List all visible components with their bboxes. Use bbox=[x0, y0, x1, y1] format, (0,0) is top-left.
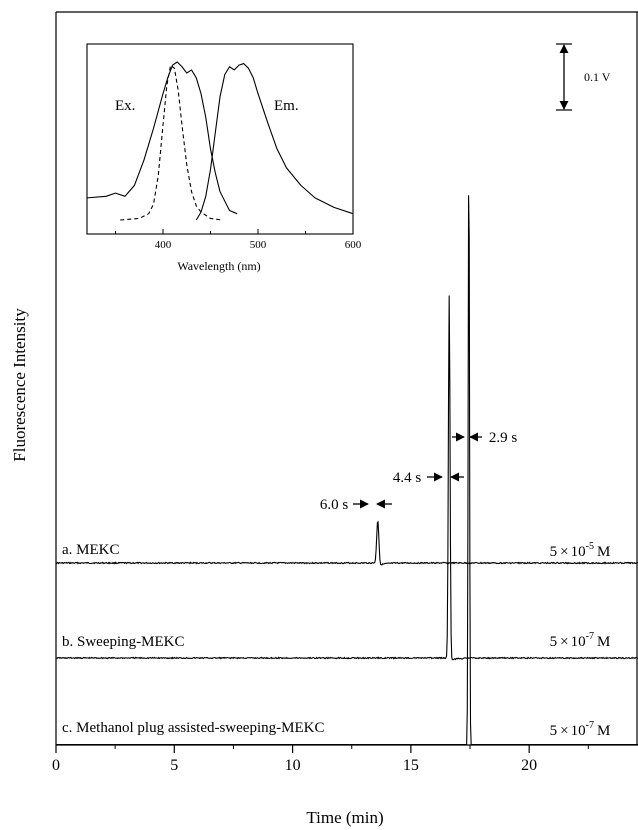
y-axis-label: Fluorescence Intensity bbox=[10, 308, 29, 462]
trace-b bbox=[55, 295, 638, 661]
x-axis-label: Time (min) bbox=[306, 808, 383, 827]
concentration-c: 5 × 10-7 M bbox=[550, 720, 611, 739]
inset-curve-ex-dashed bbox=[120, 64, 222, 221]
x-tick-label: 15 bbox=[403, 757, 419, 774]
x-tick-label: 0 bbox=[52, 757, 60, 774]
main-plot-frame bbox=[55, 11, 638, 745]
inset-x-tick-label: 600 bbox=[345, 239, 362, 251]
trace-b-label: b. Sweeping-MEKC bbox=[62, 634, 185, 650]
inset-x-axis-label: Wavelength (nm) bbox=[177, 259, 260, 273]
peak-width-b-label: 4.4 s bbox=[393, 470, 422, 486]
concentration-a: 5 × 10-5 M bbox=[550, 541, 611, 560]
inset-series-ex-label: Ex. bbox=[115, 98, 135, 114]
trace-labels: a. MEKC b. Sweeping-MEKC c. Methanol plu… bbox=[62, 542, 324, 736]
main-x-axis: 0 5 10 15 20 Time (min) bbox=[52, 744, 638, 827]
inset-curve-em bbox=[195, 63, 354, 221]
trace-c bbox=[56, 195, 638, 746]
inset-curve-ex bbox=[86, 61, 238, 215]
trace-a bbox=[55, 520, 638, 566]
inset-spectrum-plot: 400 500 600 Ex. Em. Wavelength (nm) bbox=[86, 43, 362, 273]
trace-a-label: a. MEKC bbox=[62, 542, 120, 558]
traces-group bbox=[55, 195, 638, 746]
concentration-b: 5 × 10-7 M bbox=[550, 631, 611, 650]
inset-x-ticks: 400 500 600 bbox=[115, 229, 362, 251]
peak-width-a-label: 6.0 s bbox=[320, 497, 349, 513]
x-tick-label: 5 bbox=[170, 757, 178, 774]
x-tick-label: 20 bbox=[521, 757, 537, 774]
scale-bar: 0.1 V bbox=[556, 43, 611, 111]
inset-x-tick-label: 500 bbox=[250, 239, 267, 251]
inset-frame bbox=[86, 43, 354, 235]
peak-width-b: 4.4 s bbox=[393, 470, 464, 486]
peak-width-annotations: 6.0 s 4.4 s 2.9 s bbox=[320, 430, 518, 513]
x-tick-label: 10 bbox=[285, 757, 301, 774]
trace-c-label: c. Methanol plug assisted-sweeping-MEKC bbox=[62, 720, 324, 736]
x-axis-ticks: 0 5 10 15 20 bbox=[52, 745, 589, 774]
peak-width-c: 2.9 s bbox=[452, 430, 517, 446]
inset-curves bbox=[86, 61, 354, 221]
concentration-labels: 5 × 10-5 M 5 × 10-7 M 5 × 10-7 M bbox=[550, 541, 611, 739]
inset-series-em-label: Em. bbox=[274, 98, 299, 114]
scale-bar-label: 0.1 V bbox=[584, 70, 611, 84]
peak-width-a: 6.0 s bbox=[320, 497, 392, 513]
inset-x-tick-label: 400 bbox=[155, 239, 172, 251]
peak-width-c-label: 2.9 s bbox=[489, 430, 518, 446]
